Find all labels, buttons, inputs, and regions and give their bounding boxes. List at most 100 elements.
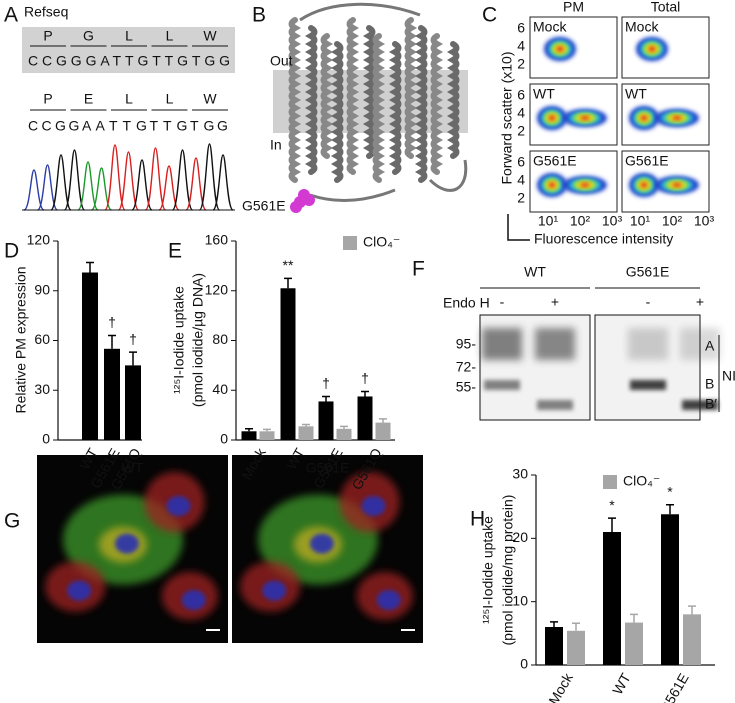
x-tick-label: G561E	[656, 670, 692, 703]
significance-mark: **	[283, 257, 294, 273]
gel-smear	[482, 328, 522, 360]
helix	[446, 41, 460, 159]
codon-label: P	[43, 28, 52, 44]
codon-label: E	[84, 91, 93, 107]
panel-label: G	[4, 510, 20, 533]
bar	[603, 532, 621, 665]
y-tick-label: 60	[34, 331, 50, 347]
codon-label: L	[125, 28, 133, 44]
helix	[362, 25, 376, 159]
density	[648, 46, 656, 52]
panel-label: D	[4, 240, 19, 263]
y-tick-label: 40	[212, 381, 228, 397]
row-label: G561E	[625, 153, 669, 169]
refseq-title: Refseq	[24, 4, 68, 20]
chromatogram-peak	[185, 157, 207, 211]
axis-corner	[507, 214, 530, 241]
helix	[404, 17, 418, 159]
y-tick-label: 4	[517, 105, 525, 121]
density	[580, 183, 590, 187]
membrane-side: In	[270, 137, 282, 153]
nucleus	[67, 580, 92, 601]
nucleus	[114, 533, 139, 554]
y-tick-label: 2	[517, 123, 525, 139]
row-label: Mock	[625, 19, 659, 35]
helix	[330, 41, 344, 183]
base: G	[136, 118, 147, 134]
y-tick-label: 120	[205, 281, 229, 297]
base: A	[82, 118, 92, 134]
helix	[414, 25, 428, 183]
codon-label: W	[203, 28, 217, 44]
error-bar	[322, 395, 330, 402]
base: G	[204, 118, 215, 134]
significance-mark: †	[129, 331, 137, 347]
error-bar	[379, 418, 387, 423]
x-tick-label: 10¹	[630, 213, 651, 229]
significance-mark: *	[609, 497, 615, 513]
y-tick-label: 6	[517, 87, 525, 103]
x-tick-label: 10²	[570, 213, 591, 229]
codon-label: W	[203, 91, 217, 107]
treatment-sign: +	[696, 294, 704, 310]
error-bar	[688, 605, 696, 615]
base: G	[177, 118, 188, 134]
gel-smear	[680, 328, 720, 360]
loop	[299, 2, 468, 202]
y-tick-label: 90	[34, 281, 50, 297]
bar	[241, 431, 257, 440]
nucleus	[376, 590, 401, 610]
significance-mark: †	[361, 370, 369, 386]
sequence: CCGGGATTGTTGTGG	[28, 53, 230, 69]
chromatogram-peak	[104, 144, 126, 211]
gel-band	[630, 380, 666, 390]
panel-label: A	[4, 4, 18, 27]
nucleus	[361, 496, 386, 516]
axis-label: ¹²⁵I-Iodide uptake	[171, 286, 187, 394]
bar	[661, 514, 679, 665]
base: T	[123, 118, 132, 134]
y-tick-label: 2	[517, 56, 525, 72]
helix	[388, 41, 402, 175]
chromatogram-peak	[36, 164, 59, 211]
treatment-sign: -	[500, 294, 505, 310]
density	[548, 115, 556, 121]
helix	[320, 33, 334, 159]
gel-smear	[628, 328, 668, 360]
density	[556, 46, 564, 52]
codon-label: P	[43, 91, 52, 107]
x-tick-label: 10³	[694, 213, 715, 229]
chromatogram-peak	[63, 149, 86, 211]
error-bar	[666, 504, 674, 515]
y-tick-label: 4	[517, 38, 525, 54]
panel-label: C	[482, 4, 497, 27]
error-bar	[550, 621, 558, 627]
x-tick-label: 10²	[662, 213, 683, 229]
bar	[318, 401, 334, 440]
error-bar	[361, 390, 369, 397]
y-tick-label: 120	[27, 232, 51, 248]
error-bar	[129, 351, 137, 366]
x-tick-label: WT	[609, 670, 634, 697]
image-label: G561E	[306, 460, 350, 476]
error-bar	[302, 423, 310, 427]
band-label: A	[705, 338, 715, 354]
membrane-side: Out	[270, 53, 293, 69]
base: T	[109, 118, 118, 134]
chromatogram-peak	[131, 159, 153, 211]
error-bar	[245, 428, 253, 432]
row-label: G561E	[533, 153, 577, 169]
mutation-site	[290, 201, 302, 213]
y-tick-label: 10	[512, 592, 528, 608]
error-bar	[608, 517, 616, 532]
lane-title: WT	[524, 264, 546, 280]
error-bar	[340, 425, 348, 429]
base: T	[163, 118, 172, 134]
legend-swatch	[343, 236, 357, 250]
y-tick-label: 4	[517, 172, 525, 188]
base: C	[42, 118, 52, 134]
axis-label: ¹²⁵I-Iodide uptake	[480, 516, 496, 624]
y-tick-label: 30	[34, 381, 50, 397]
gel-smear	[535, 328, 575, 360]
